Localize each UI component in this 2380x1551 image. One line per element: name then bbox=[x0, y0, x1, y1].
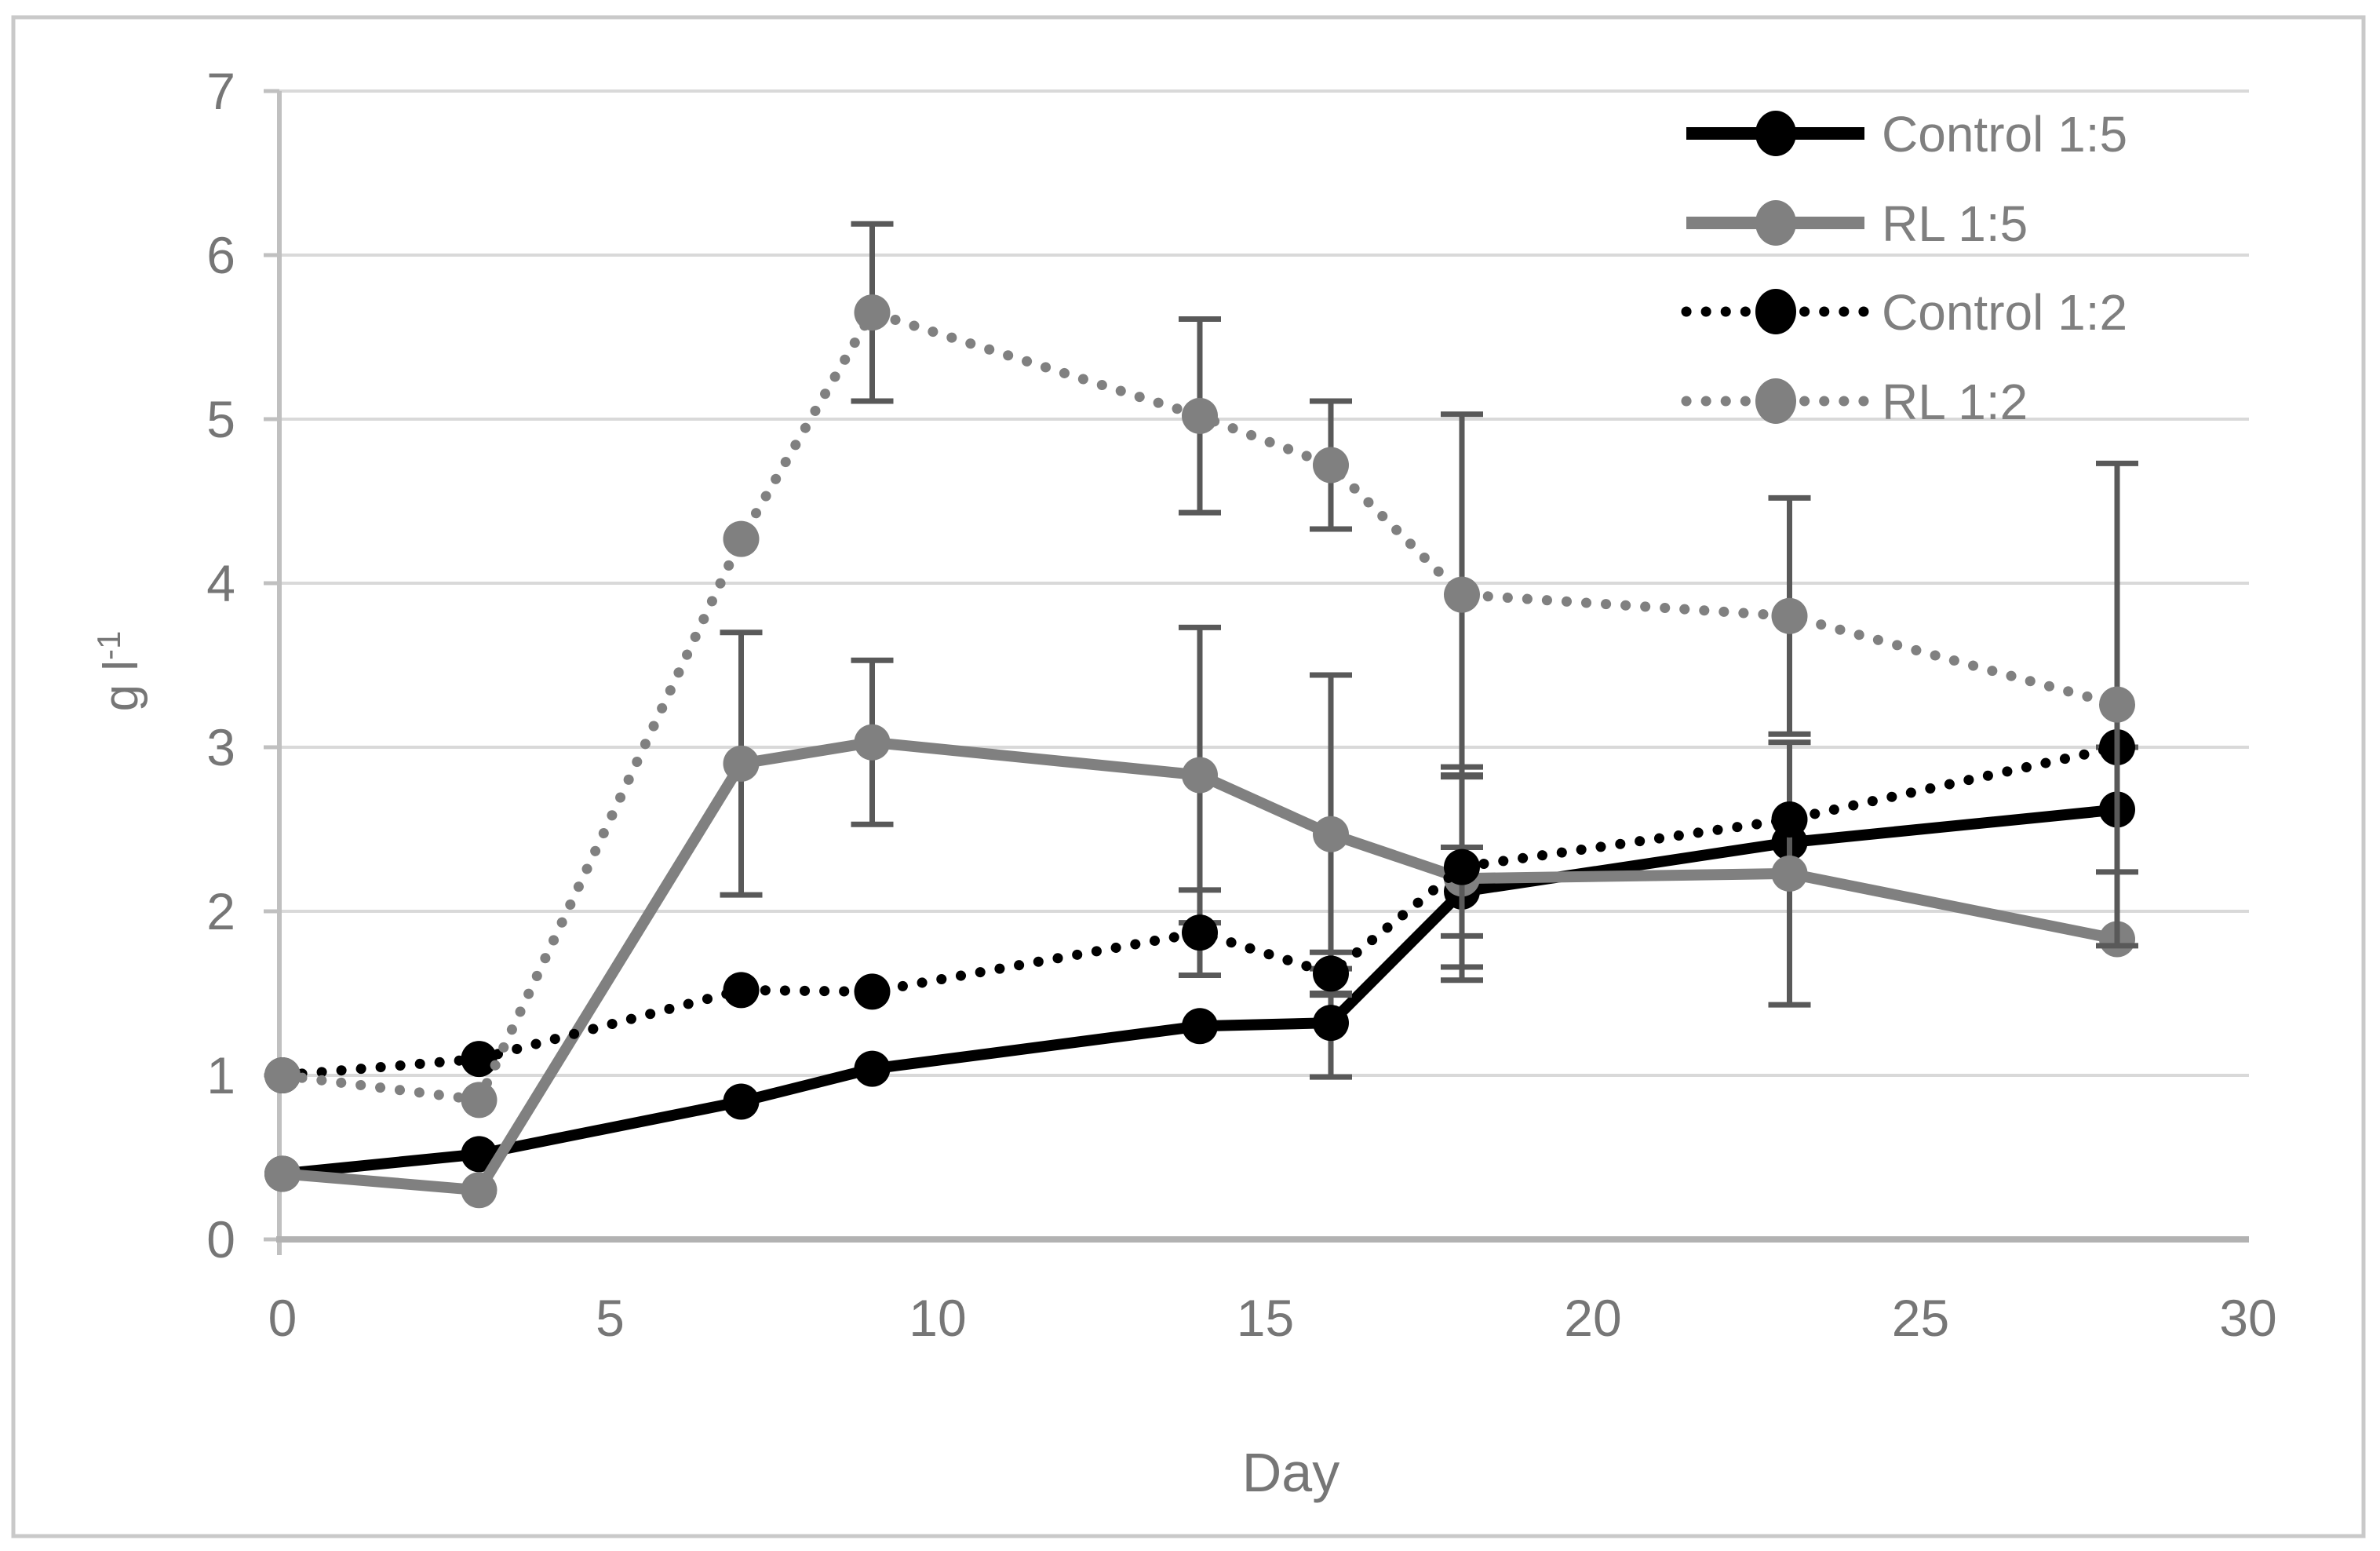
x-tick-label: 30 bbox=[2219, 1289, 2276, 1347]
data-point-marker bbox=[1182, 397, 1218, 434]
figure-border bbox=[11, 15, 2366, 1538]
y-tick-label: 2 bbox=[206, 882, 235, 940]
data-point-marker bbox=[2099, 686, 2135, 723]
legend: Control 1:5 RL 1:5 Control 1:2 RL 1:2 bbox=[1681, 106, 2127, 430]
data-point-marker bbox=[1444, 576, 1480, 613]
legend-item-rl-1-5: RL 1:5 bbox=[1686, 195, 2028, 252]
data-point-marker bbox=[1182, 1008, 1218, 1045]
data-point-marker bbox=[723, 520, 760, 557]
data-point-marker bbox=[854, 973, 891, 1010]
data-point-marker bbox=[854, 1050, 891, 1087]
legend-sample-marker bbox=[1755, 111, 1796, 156]
legend-item-rl-1-2: RL 1:2 bbox=[1681, 374, 2028, 430]
x-tick-label: 5 bbox=[596, 1289, 625, 1347]
x-tick-label: 0 bbox=[268, 1289, 297, 1347]
data-point-marker bbox=[854, 294, 891, 331]
legend-sample-marker bbox=[1755, 200, 1796, 246]
data-point-marker bbox=[264, 1057, 301, 1093]
data-point-marker bbox=[1313, 1005, 1349, 1042]
y-tick-label: 7 bbox=[206, 62, 235, 120]
x-tick-label: 10 bbox=[909, 1289, 966, 1347]
y-tick-label: 5 bbox=[206, 390, 235, 448]
data-point-marker bbox=[461, 1041, 498, 1078]
data-point-marker bbox=[1313, 447, 1349, 484]
data-point-marker bbox=[1771, 855, 1808, 892]
y-tick-label: 1 bbox=[206, 1046, 235, 1104]
data-point-marker bbox=[461, 1082, 498, 1119]
legend-label: RL 1:2 bbox=[1882, 374, 2028, 430]
data-point-marker bbox=[1182, 914, 1218, 951]
data-series bbox=[264, 221, 2138, 1209]
gridlines bbox=[279, 89, 2249, 1077]
data-point-marker bbox=[461, 1172, 498, 1209]
data-point-marker bbox=[1771, 801, 1808, 838]
data-point-marker bbox=[1444, 848, 1480, 885]
legend-sample-marker bbox=[1755, 378, 1796, 424]
data-point-marker bbox=[723, 972, 760, 1009]
legend-label: Control 1:5 bbox=[1882, 106, 2127, 162]
series-rl-1-2 bbox=[264, 221, 2138, 1119]
y-tick-label: 0 bbox=[206, 1210, 235, 1268]
legend-label: RL 1:5 bbox=[1882, 195, 2028, 252]
x-axis-title: Day bbox=[1242, 1442, 1339, 1503]
data-point-marker bbox=[723, 1083, 760, 1120]
y-tick-label: 4 bbox=[206, 554, 235, 612]
legend-item-control-1-2: Control 1:2 bbox=[1681, 284, 2127, 341]
data-point-marker bbox=[1182, 757, 1218, 794]
legend-item-control-1-5: Control 1:5 bbox=[1686, 106, 2127, 162]
tick-labels: 0 1 2 3 4 5 6 7 0 5 10 15 20 25 30 bbox=[206, 62, 2276, 1347]
y-tick-label: 3 bbox=[206, 718, 235, 776]
x-tick-label: 25 bbox=[1892, 1289, 1949, 1347]
y-axis-title: g l-1 bbox=[90, 631, 148, 712]
x-tick-label: 15 bbox=[1237, 1289, 1294, 1347]
data-point-marker bbox=[1313, 955, 1349, 992]
data-point-marker bbox=[1313, 816, 1349, 852]
data-point-marker bbox=[1771, 597, 1808, 634]
x-tick-label: 20 bbox=[1564, 1289, 1621, 1347]
data-point-marker bbox=[723, 745, 760, 782]
axes bbox=[264, 89, 2249, 1255]
data-point-marker bbox=[854, 724, 891, 761]
data-point-marker bbox=[264, 1155, 301, 1192]
y-tick-label: 6 bbox=[206, 226, 235, 284]
legend-label: Control 1:2 bbox=[1882, 284, 2127, 341]
series-line bbox=[277, 742, 2123, 1081]
data-point-marker bbox=[461, 1136, 498, 1173]
legend-sample-marker bbox=[1755, 289, 1796, 334]
